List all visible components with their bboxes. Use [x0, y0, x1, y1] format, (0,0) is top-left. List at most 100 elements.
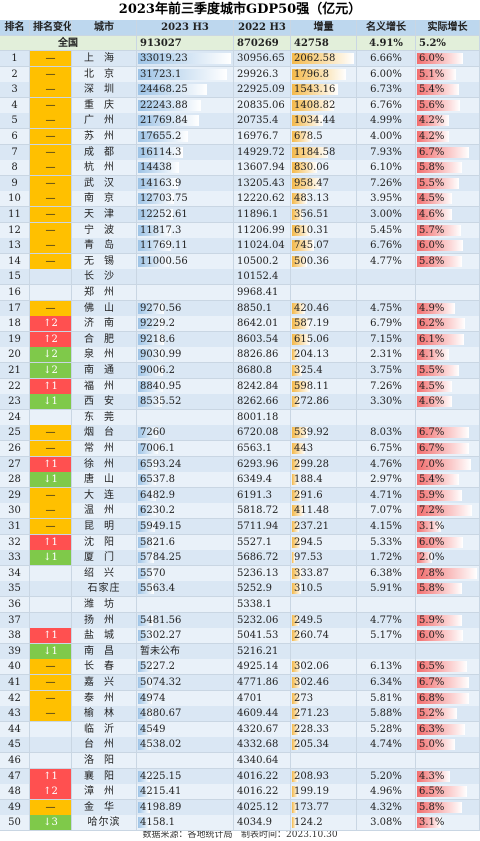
- cell: 东莞: [72, 409, 137, 426]
- data-bar: [292, 302, 305, 314]
- cell-text: 5527.1: [237, 536, 272, 548]
- cell-text: 420.46: [294, 302, 329, 314]
- cell: 204.13: [291, 347, 357, 364]
- cell: 50: [0, 815, 30, 832]
- cell-text: 6.0%: [419, 53, 445, 64]
- cell-text: ↑1: [43, 380, 58, 392]
- cell-text: 1543.16: [294, 84, 336, 96]
- cell: 石家庄: [72, 581, 137, 598]
- cell-text: 260.74: [294, 630, 329, 642]
- data-bar: [417, 224, 461, 236]
- cell: 3.1%: [416, 519, 480, 536]
- cell-text: 10152.4: [237, 271, 279, 283]
- cell-text: 4320.67: [237, 723, 279, 735]
- data-bar: [292, 536, 301, 548]
- data-bar: [138, 817, 150, 829]
- data-bar: [292, 68, 346, 80]
- cell: —: [30, 706, 72, 723]
- cell: 6.79%: [357, 316, 416, 333]
- cell: 7.26%: [357, 175, 416, 192]
- city-name: 台州: [84, 739, 124, 751]
- data-bar: [292, 349, 299, 361]
- cell: 4: [0, 97, 30, 114]
- cell: 5.8%: [416, 160, 480, 177]
- cell-text: 5.0%: [419, 739, 445, 751]
- cell: 11896.1: [234, 207, 291, 224]
- data-bar: [417, 209, 453, 221]
- cell-text: 11817.3: [140, 224, 182, 236]
- cell: 4609.44: [234, 706, 291, 723]
- cell-text: 31: [8, 521, 21, 532]
- cell-text: 19: [8, 333, 21, 345]
- cell: 5.33%: [357, 534, 416, 551]
- data-bar: [138, 318, 164, 330]
- data-bar: [417, 99, 461, 111]
- cell-text: 310.5: [294, 583, 323, 595]
- cell: 唐山: [72, 472, 137, 489]
- cell: 4.96%: [357, 784, 416, 801]
- cell: 8826.86: [234, 347, 291, 364]
- cell-text: 5.8%: [419, 583, 445, 595]
- cell-text: 17: [8, 302, 21, 314]
- cell: 宁波: [72, 222, 137, 239]
- cell-text: 4.3%: [419, 770, 445, 782]
- cell-text: 22243.88: [140, 99, 188, 111]
- data-bar: [417, 786, 467, 798]
- data-bar: [292, 677, 302, 689]
- cell-text: 24468.25: [140, 84, 188, 96]
- data-bar: [417, 53, 464, 65]
- cell: [357, 269, 416, 286]
- cell: 5302.27: [137, 628, 234, 645]
- city-name: 泰州: [84, 692, 124, 704]
- cell: 2: [0, 66, 30, 83]
- header-cell: 增量: [291, 20, 357, 36]
- cell-text: 7: [11, 146, 18, 158]
- cell-text: 4701: [237, 692, 263, 704]
- cell: 11000.56: [137, 253, 234, 270]
- data-bar: [138, 567, 154, 579]
- cell-text: ↓2: [43, 365, 58, 376]
- data-bar: [417, 583, 462, 595]
- cell: 16: [0, 285, 30, 302]
- cell: 绍兴: [72, 565, 137, 582]
- header-cell: 名义增长: [357, 20, 416, 36]
- cell: —: [30, 659, 72, 676]
- cell-text: 28: [8, 474, 21, 486]
- cell-text: ↓2: [43, 349, 58, 361]
- data-bar: [292, 692, 301, 704]
- cell: 4.32%: [357, 799, 416, 816]
- cell-text: 299.28: [294, 458, 329, 470]
- cell-text: 4771.86: [237, 677, 279, 688]
- cell: 7: [0, 144, 30, 161]
- cell-text: 8850.1: [237, 302, 272, 314]
- cell: 金华: [72, 799, 137, 816]
- cell-text: 124.2: [294, 817, 323, 829]
- cell: 483.13: [291, 191, 357, 208]
- data-bar: [292, 708, 301, 720]
- cell: 3.00%: [357, 207, 416, 224]
- cell-text: 173.77: [294, 801, 329, 813]
- cell: —: [30, 300, 72, 317]
- cell-text: 11896.1: [237, 209, 279, 220]
- cell-text: 6593.24: [140, 458, 182, 470]
- data-bar: [292, 567, 303, 579]
- data-bar: [138, 427, 159, 439]
- cell: 1796.8: [291, 66, 357, 83]
- cell-text: 1: [11, 53, 18, 64]
- city-name: 石家庄: [87, 583, 121, 595]
- cell: 4974: [137, 690, 234, 707]
- city-name: 重庆: [84, 99, 124, 111]
- cell: ↓2: [30, 347, 72, 364]
- data-bar: [138, 801, 150, 813]
- national-cell: 913027: [137, 36, 234, 51]
- cell-text: 5784.25: [140, 552, 182, 564]
- data-bar: [417, 708, 457, 720]
- cell-text: 6.2%: [419, 318, 445, 330]
- cell: 29: [0, 487, 30, 504]
- header-text: 2022 H3: [238, 22, 286, 33]
- cell-text: 6.38%: [370, 567, 402, 579]
- cell-text: 5.4%: [419, 474, 445, 486]
- cell-text: 1184.58: [294, 146, 336, 158]
- cell-text: 13: [8, 240, 21, 252]
- cell-text: 4880.67: [140, 708, 182, 720]
